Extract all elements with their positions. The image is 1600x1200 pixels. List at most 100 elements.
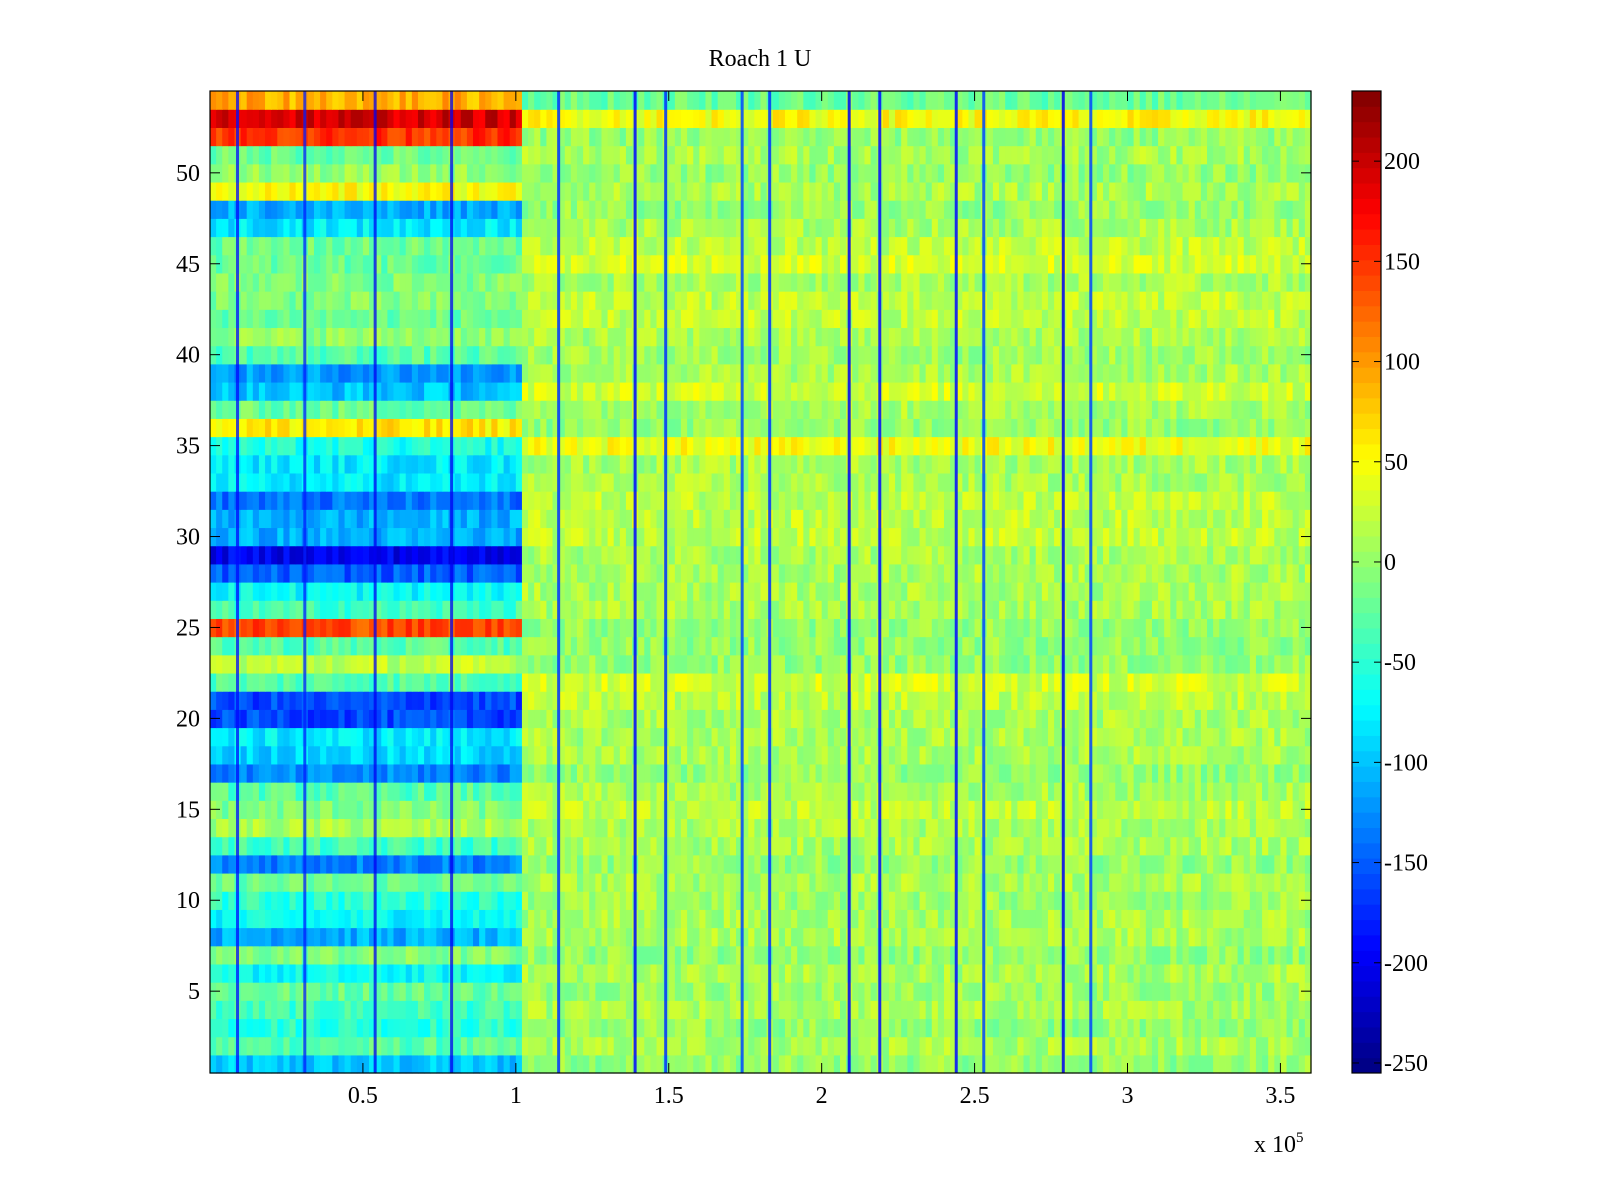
heatmap-cell [454, 1018, 462, 1038]
heatmap-cell [307, 1000, 315, 1020]
heatmap-cell [356, 636, 364, 656]
heatmap-cell [399, 727, 407, 747]
heatmap-cell [882, 818, 890, 838]
heatmap-cell [1176, 818, 1184, 838]
heatmap-cell [228, 963, 236, 983]
heatmap-cell [1268, 1000, 1275, 1020]
heatmap-cell [1176, 963, 1184, 983]
heatmap-cell [619, 618, 627, 638]
heatmap-cell [864, 636, 872, 656]
heatmap-cell [479, 945, 486, 965]
heatmap-cell [222, 582, 229, 601]
heatmap-cell [344, 1036, 352, 1056]
heatmap-cell [283, 854, 291, 874]
heatmap-cell [754, 600, 762, 619]
heatmap-cell [1188, 800, 1196, 820]
heatmap-cell [430, 582, 437, 601]
heatmap-cell [399, 800, 407, 820]
heatmap-cell [1047, 1000, 1055, 1020]
heatmap-cell [1109, 618, 1116, 638]
heatmap-cell [937, 1018, 945, 1038]
heatmap-cell [693, 763, 700, 783]
heatmap-cell [833, 709, 841, 729]
heatmap-cell [1145, 854, 1153, 874]
heatmap-cell [1158, 818, 1165, 838]
heatmap-cell [1047, 982, 1055, 1001]
heatmap-cell [1255, 854, 1263, 874]
heatmap-cell [1243, 836, 1251, 856]
heatmap-cell [925, 745, 933, 765]
heatmap-cell [528, 618, 535, 638]
heatmap-cell [625, 1000, 633, 1020]
heatmap-cell [1011, 600, 1018, 619]
heatmap-cell [919, 1000, 927, 1020]
heatmap-cell [1090, 891, 1098, 910]
heatmap-cell [320, 600, 327, 619]
heatmap-cell [864, 963, 872, 983]
heatmap-cell [999, 1054, 1006, 1074]
heatmap-cell [742, 745, 749, 765]
heatmap-cell [1029, 563, 1037, 583]
heatmap-cell [1078, 709, 1086, 729]
heatmap-cell [246, 891, 254, 910]
heatmap-cell [607, 563, 615, 583]
heatmap-cell [607, 745, 615, 765]
heatmap-cell [411, 982, 419, 1001]
heatmap-cell [515, 818, 523, 838]
heatmap-cell [1139, 745, 1147, 765]
heatmap-cell [240, 1000, 248, 1020]
heatmap-cell [1200, 618, 1208, 638]
heatmap-cell [424, 672, 431, 692]
heatmap-cell [277, 1000, 284, 1020]
heatmap-cell [534, 727, 541, 747]
heatmap-cell [222, 1054, 229, 1074]
heatmap-cell [356, 818, 364, 838]
heatmap-cell [1274, 1036, 1282, 1056]
heatmap-cell [1243, 636, 1251, 656]
heatmap-cell [674, 618, 682, 638]
heatmap-cell [736, 582, 743, 601]
heatmap-cell [277, 800, 284, 820]
heatmap-cell [925, 691, 933, 710]
heatmap-cell [1231, 727, 1239, 747]
heatmap-cell [821, 982, 829, 1001]
heatmap-cell [265, 600, 272, 619]
heatmap-cell [1176, 636, 1184, 656]
heatmap-cell [1005, 982, 1012, 1001]
heatmap-cell [1011, 563, 1018, 583]
heatmap-cell [399, 782, 407, 801]
heatmap-cell [974, 563, 982, 583]
heatmap-cell [222, 836, 229, 856]
heatmap-cell [1005, 727, 1012, 747]
heatmap-cell [1237, 745, 1245, 765]
heatmap-cell [803, 891, 811, 910]
heatmap-cell [399, 836, 407, 856]
heatmap-cell [944, 691, 951, 710]
heatmap-cell [411, 727, 419, 747]
heatmap-cell [252, 618, 260, 638]
heatmap-cell [833, 654, 841, 674]
heatmap-cell [362, 945, 370, 965]
heatmap-cell [1145, 618, 1153, 638]
heatmap-cell [583, 1000, 590, 1020]
heatmap-cell [944, 963, 951, 983]
heatmap-cell [216, 582, 223, 601]
heatmap-cell [1121, 727, 1129, 747]
heatmap-cell [1274, 636, 1282, 656]
heatmap-cell [1066, 654, 1074, 674]
heatmap-cell [570, 963, 578, 983]
heatmap-cell [1286, 782, 1294, 801]
heatmap-cell [277, 891, 284, 910]
heatmap-cell [1237, 782, 1245, 801]
heatmap-cell [583, 709, 590, 729]
heatmap-cell [442, 600, 450, 619]
heatmap-cell [742, 691, 749, 710]
heatmap-cell [393, 1054, 401, 1074]
heatmap-cell [1176, 836, 1184, 856]
heatmap-cell [931, 891, 939, 910]
heatmap-cell [1133, 1036, 1141, 1056]
heatmap-cell [1219, 945, 1226, 965]
heatmap-cell [430, 618, 437, 638]
heatmap-cell [1090, 763, 1098, 783]
heatmap-cell [705, 891, 713, 910]
